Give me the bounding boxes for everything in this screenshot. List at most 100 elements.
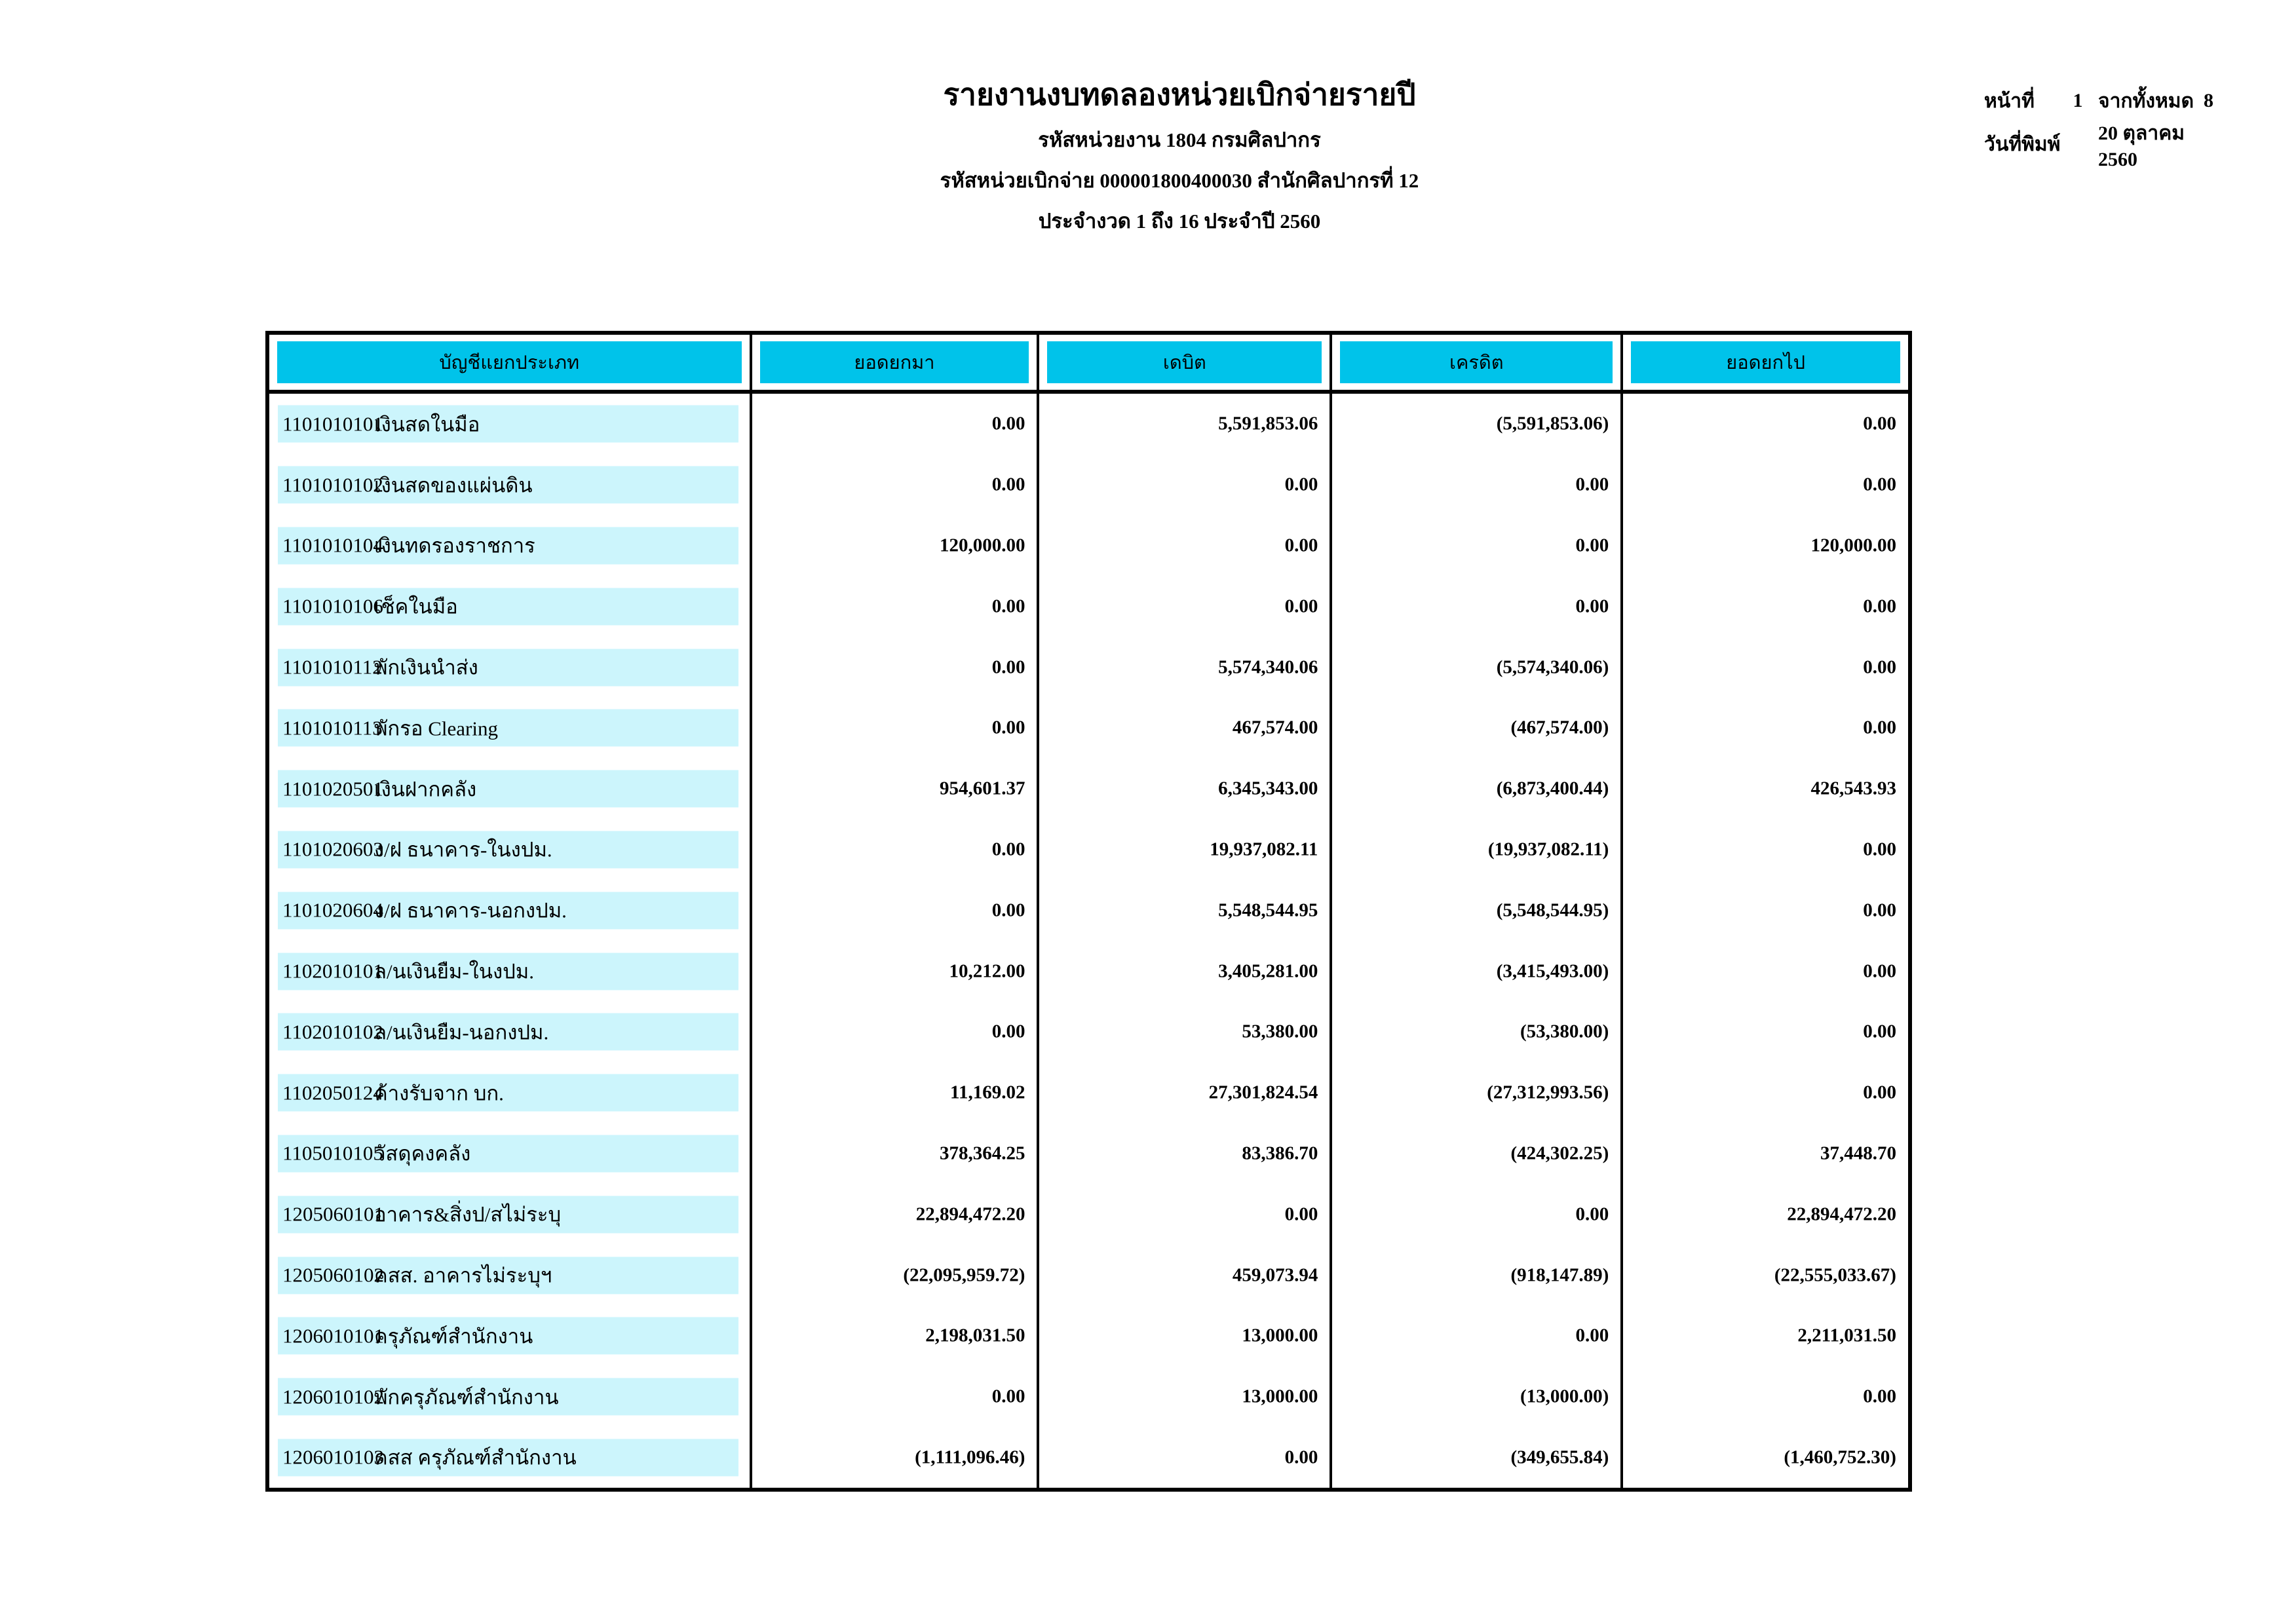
cell-balance: 0.00 <box>1623 698 1908 759</box>
value-balance: 0.00 <box>1863 1386 1896 1407</box>
account-code: 1101020604 <box>282 898 383 922</box>
value-balance: 0.00 <box>1863 413 1896 434</box>
cell-balance: (1,460,752.30) <box>1623 1427 1908 1488</box>
cell-credit: (3,415,493.00) <box>1332 941 1624 1002</box>
value-debit: 53,380.00 <box>1242 1021 1318 1042</box>
table-row: 1102010102 ล/นเงินยืม-นอกงปม. 0.00 53,380.0… <box>269 1001 1908 1063</box>
account-cell: 1102050124 ค้างรับจาก บก. <box>269 1062 752 1124</box>
value-credit: (424,302.25) <box>1510 1142 1609 1164</box>
value-balance: 0.00 <box>1863 839 1896 860</box>
value-carry_forward: 0.00 <box>991 1386 1025 1407</box>
value-carry_forward: 0.00 <box>991 656 1025 678</box>
value-debit: 83,386.70 <box>1242 1142 1318 1164</box>
account-code: 1101010113 <box>282 716 383 740</box>
page-label: หน้าที่ <box>1984 90 2035 112</box>
value-debit: 0.00 <box>1284 474 1318 495</box>
value-balance: 426,543.93 <box>1810 778 1896 799</box>
cell-credit: 0.00 <box>1332 1305 1624 1367</box>
account-cell: 1101020501 เงินฝากคลัง <box>269 758 752 820</box>
cell-carry_forward: 0.00 <box>752 819 1040 880</box>
account-name: คสส ครุภัณฑ์สำนักงาน <box>374 1446 577 1469</box>
value-debit: 459,073.94 <box>1232 1264 1318 1286</box>
value-credit: (5,574,340.06) <box>1496 656 1609 678</box>
account-cell: 1206010102 พักครุภัณฑ์สำนักงาน <box>269 1366 752 1427</box>
account-band: 1206010103 คสส ครุภัณฑ์สำนักงาน <box>278 1439 738 1477</box>
cell-debit: 0.00 <box>1039 1427 1333 1488</box>
table-body: 1101010101 เงินสดในมือ 0.00 5,591,853.06 (5,… <box>269 394 1908 1488</box>
account-name: เช็คในมือ <box>374 595 458 618</box>
cell-debit: 0.00 <box>1039 1184 1333 1245</box>
table-row: 1206010103 คสส ครุภัณฑ์สำนักงาน (1,111,096… <box>269 1427 1908 1488</box>
cell-carry_forward: 0.00 <box>752 1366 1040 1427</box>
cell-debit: 5,574,340.06 <box>1039 637 1333 698</box>
account-band: 1101010104 เงินทดรองราชการ <box>278 527 738 565</box>
account-cell: 1205060101 อาคาร&สิ่งป/สไม่ระบุ <box>269 1184 752 1245</box>
table-header-row: บัญชีแยกประเภท ยอดยกมา เดบิต เครดิต ยอดยกไป <box>269 335 1908 394</box>
account-name: อาคาร&สิ่งป/สไม่ระบุ <box>374 1203 562 1226</box>
cell-debit: 19,937,082.11 <box>1039 819 1333 880</box>
page-number: 1 <box>2073 90 2083 111</box>
account-name: พักเงินนำส่ง <box>374 656 478 679</box>
table-row: 1101010101 เงินสดในมือ 0.00 5,591,853.06 (5,… <box>269 394 1908 455</box>
column-header-band: เดบิต <box>1047 341 1322 383</box>
account-band: 1101020501 เงินฝากคลัง <box>278 770 738 808</box>
cell-carry_forward: 11,169.02 <box>752 1062 1040 1124</box>
cell-debit: 53,380.00 <box>1039 1001 1333 1063</box>
value-carry_forward: 120,000.00 <box>939 535 1025 556</box>
value-balance: 2,211,031.50 <box>1797 1325 1896 1346</box>
cell-carry_forward: 2,198,031.50 <box>752 1305 1040 1367</box>
account-name: เงินฝากคลัง <box>374 778 477 801</box>
column-header-band: บัญชีแยกประเภท <box>277 341 742 383</box>
account-name: วัสดุคงคลัง <box>374 1142 471 1165</box>
value-balance: 0.00 <box>1863 717 1896 738</box>
account-cell: 1101020604 ง/ฝ ธนาคาร-นอกงปม. <box>269 880 752 941</box>
cell-balance: 0.00 <box>1623 576 1908 637</box>
account-code: 1101020501 <box>282 777 383 801</box>
print-date-label: วันที่พิมพ์ <box>1984 134 2061 155</box>
value-carry_forward: 0.00 <box>991 1021 1025 1042</box>
account-cell: 1206010103 คสส ครุภัณฑ์สำนักงาน <box>269 1427 752 1488</box>
account-cell: 1205060102 คสส. อาคารไม่ระบุฯ <box>269 1245 752 1306</box>
cell-credit: 0.00 <box>1332 1184 1624 1245</box>
account-name: เงินทดรองราชการ <box>374 534 535 557</box>
account-band: 1101010112 พักเงินนำส่ง <box>278 649 738 687</box>
account-code: 1206010102 <box>282 1385 384 1408</box>
cell-debit: 0.00 <box>1039 454 1333 516</box>
cell-credit: (27,312,993.56) <box>1332 1062 1624 1124</box>
report-subtitle-disbursing-unit: รหัสหน่วยเบิกจ่าย 000001800400030 สำนักศ… <box>940 169 1419 192</box>
account-code: 1101010106 <box>282 594 383 618</box>
account-name: ล/นเงินยืม-ในงปม. <box>374 960 534 983</box>
value-credit: (19,937,082.11) <box>1487 839 1609 860</box>
value-carry_forward: 0.00 <box>991 717 1025 738</box>
column-header-label: เดบิต <box>1162 352 1206 373</box>
table-row: 1205060102 คสส. อาคารไม่ระบุฯ (22,095,959.… <box>269 1245 1908 1306</box>
cell-debit: 467,574.00 <box>1039 697 1333 759</box>
cell-carry_forward: 120,000.00 <box>752 515 1040 576</box>
account-cell: 1101010112 พักเงินนำส่ง <box>269 637 752 698</box>
table-row: 1205060101 อาคาร&สิ่งป/สไม่ระบุ 22,894,472… <box>269 1184 1908 1245</box>
cell-carry_forward: (22,095,959.72) <box>752 1245 1040 1306</box>
account-cell: 1101010104 เงินทดรองราชการ <box>269 515 752 576</box>
value-carry_forward: 0.00 <box>991 595 1025 617</box>
column-header-band: เครดิต <box>1340 341 1613 383</box>
cell-credit: 0.00 <box>1332 454 1624 516</box>
column-header-label: เครดิต <box>1449 352 1504 373</box>
print-date: 20 ตุลาคม 2560 <box>2098 123 2185 170</box>
cell-credit: (19,937,082.11) <box>1332 819 1624 880</box>
value-debit: 0.00 <box>1284 1203 1318 1225</box>
total-pages-label: จากทั้งหมด <box>2098 90 2194 112</box>
cell-carry_forward: 22,894,472.20 <box>752 1184 1040 1245</box>
cell-debit: 0.00 <box>1039 515 1333 576</box>
cell-credit: (6,873,400.44) <box>1332 758 1624 820</box>
account-cell: 1101010102 เงินสดของแผ่นดิน <box>269 454 752 516</box>
account-band: 1102010101 ล/นเงินยืม-ในงปม. <box>278 953 738 991</box>
value-credit: (349,655.84) <box>1510 1446 1609 1468</box>
account-cell: 1101010106 เช็คในมือ <box>269 576 752 637</box>
account-code: 1101010101 <box>282 412 383 436</box>
account-cell: 1102010101 ล/นเงินยืม-ในงปม. <box>269 941 752 1002</box>
account-code: 1206010103 <box>282 1445 384 1469</box>
value-debit: 5,548,544.95 <box>1218 899 1318 921</box>
cell-debit: 3,405,281.00 <box>1039 941 1333 1002</box>
cell-credit: (5,548,544.95) <box>1332 880 1624 941</box>
report-title: รายงานงบทดลองหน่วยเบิกจ่ายรายปี <box>943 78 1416 111</box>
